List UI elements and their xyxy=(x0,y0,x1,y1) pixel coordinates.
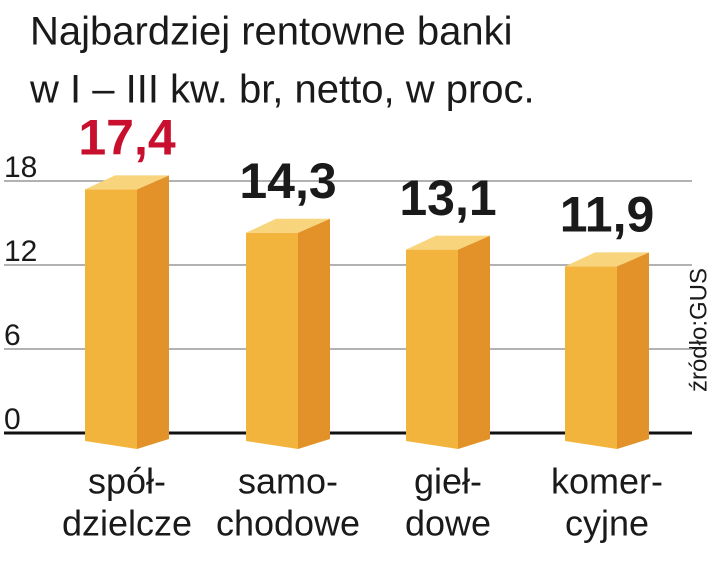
x-tick-label: komer- xyxy=(551,461,663,502)
bar-top xyxy=(406,235,490,250)
bar-front xyxy=(406,249,458,449)
bar-top xyxy=(85,175,169,190)
value-label: 17,4 xyxy=(78,110,176,166)
y-tick-label: 6 xyxy=(4,319,21,352)
x-tick-label: chodowe xyxy=(216,503,360,544)
x-tick-label: cyjne xyxy=(565,503,649,544)
x-tick-label: dowe xyxy=(405,503,491,544)
bar-front xyxy=(565,266,617,449)
bar-side xyxy=(617,252,649,449)
bar-side xyxy=(458,235,490,449)
value-label: 13,1 xyxy=(399,170,496,226)
x-tick-label: gieł- xyxy=(414,461,482,502)
bar-front xyxy=(246,232,298,449)
x-tick-label: dzielcze xyxy=(62,503,192,544)
chart-title: w I – III kw. br, netto, w proc. xyxy=(29,68,535,112)
bar-front xyxy=(85,189,137,449)
y-tick-label: 18 xyxy=(4,151,37,184)
y-tick-label: 0 xyxy=(4,403,21,436)
value-label: 14,3 xyxy=(239,153,336,209)
chart-title: Najbardziej rentowne banki xyxy=(30,10,513,54)
x-tick-label: samo- xyxy=(238,461,338,502)
source: źródło:GUS xyxy=(685,268,712,392)
bar-side xyxy=(137,175,169,449)
bar-top xyxy=(246,218,330,233)
bar-side xyxy=(298,218,330,449)
y-tick-label: 12 xyxy=(4,235,37,268)
bar-top xyxy=(565,252,649,267)
x-tick-label: spół- xyxy=(88,461,166,502)
value-label: 11,9 xyxy=(560,187,655,243)
